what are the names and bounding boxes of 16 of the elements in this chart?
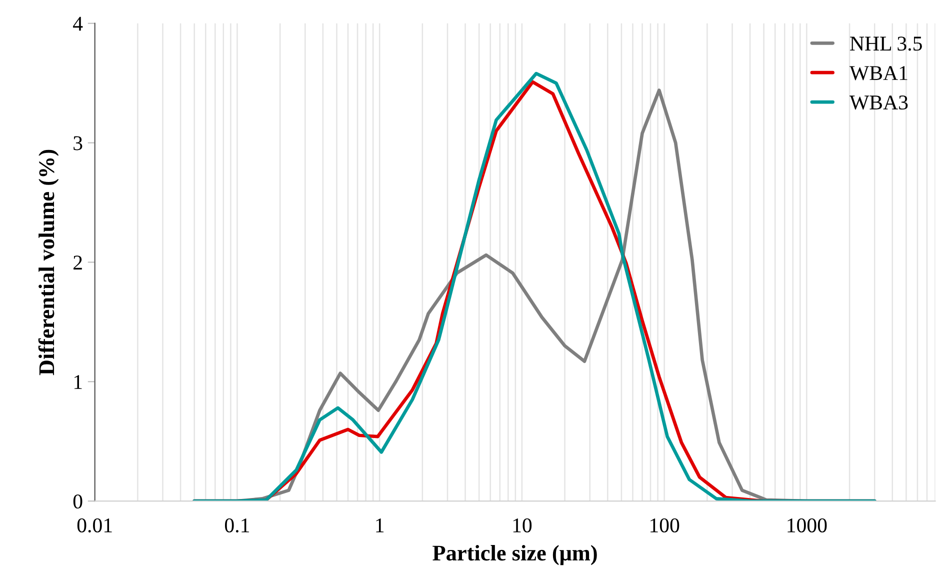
x-tick-label: 1000 <box>788 518 827 532</box>
y-tick-label: 0 <box>73 494 82 509</box>
y-tick-label: 1 <box>74 375 82 389</box>
legend-label: WBA3 <box>849 96 908 110</box>
x-tick-label: 100 <box>650 518 680 532</box>
x-tick-label: 0.01 <box>77 518 112 532</box>
y-tick-label: 4 <box>73 16 83 31</box>
legend-label: WBA1 <box>849 66 908 80</box>
y-axis-title: Differential volume (%) <box>38 150 59 376</box>
y-tick-label: 2 <box>74 256 82 270</box>
x-tick-label: 1 <box>376 518 384 532</box>
x-axis-title: Particle size (μm) <box>432 544 597 566</box>
legend-label: NHL 3.5 <box>850 36 922 51</box>
y-tick-label: 3 <box>74 136 82 150</box>
x-tick-label: 10 <box>513 518 532 532</box>
x-tick-label: 0.1 <box>224 518 249 532</box>
